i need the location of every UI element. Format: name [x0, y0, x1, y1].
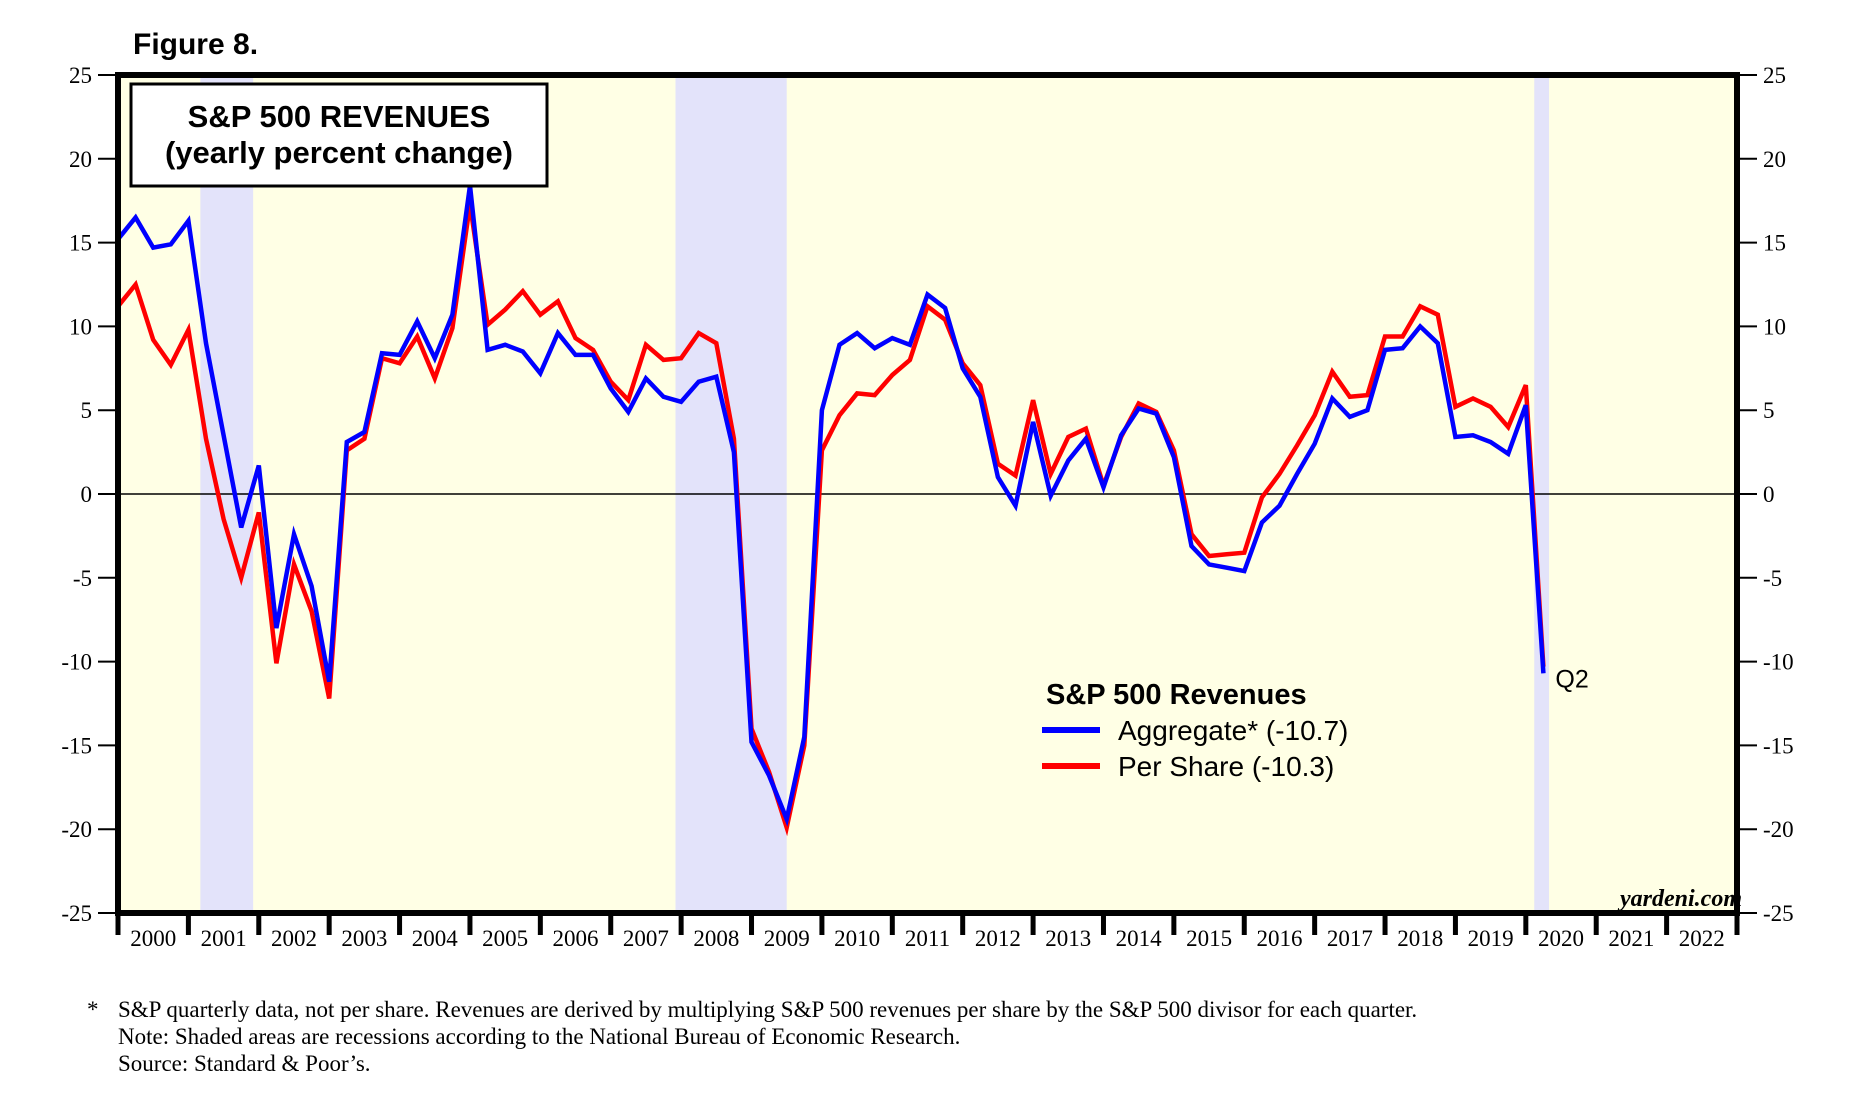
x-tick-label: 2013	[1045, 926, 1091, 951]
x-tick-label: 2014	[1116, 926, 1163, 951]
x-tick-label: 2001	[201, 926, 247, 951]
legend-title: S&P 500 Revenues	[1046, 679, 1307, 711]
chart-subtitle: (yearly percent change)	[165, 135, 513, 170]
x-tick-label: 2016	[1256, 926, 1302, 951]
x-tick-label: 2022	[1679, 926, 1725, 951]
y-tick-label-right: -15	[1763, 733, 1794, 758]
series-line-per-share	[116, 203, 1546, 837]
y-tick-label-right: 25	[1763, 63, 1786, 88]
x-tick-label: 2020	[1538, 926, 1584, 951]
x-tick-label: 2007	[623, 926, 669, 951]
y-tick-label-left: 5	[81, 398, 93, 423]
y-tick-label-left: 25	[69, 63, 92, 88]
legend-label-aggregate: Aggregate* (-10.7)	[1118, 715, 1348, 746]
x-tick-label: 2003	[341, 926, 387, 951]
x-tick-label: 2002	[271, 926, 317, 951]
y-tick-label-left: -15	[61, 733, 92, 758]
x-tick-label: 2004	[412, 926, 459, 951]
chart-title: S&P 500 REVENUES	[188, 99, 491, 134]
x-axis: 2000 2001 2002 2003 2004 2005 2006 2007 2008 2009…	[115, 913, 1740, 951]
right-y-axis: 25 20 15 10 5 0 -5 -10 -15 -20 -25	[1737, 63, 1794, 926]
title-box-frame	[129, 82, 549, 188]
y-tick-label-left: -10	[61, 650, 92, 675]
y-tick-label-right: 15	[1763, 231, 1786, 256]
y-tick-label-right: -20	[1763, 817, 1794, 842]
x-tick-label: 2021	[1608, 926, 1654, 951]
x-tick-label: 2005	[482, 926, 528, 951]
y-tick-label-right: 0	[1763, 482, 1775, 507]
y-tick-label-left: 15	[69, 231, 92, 256]
x-tick-label: 2011	[905, 926, 950, 951]
left-y-axis: 25 20 15 10 5 0 -5 -10 -15 -20 -25	[61, 63, 118, 926]
x-tick-label: 2008	[693, 926, 739, 951]
footnote-line-2: Note: Shaded areas are recessions accord…	[118, 1024, 961, 1049]
x-tick-label: 2009	[764, 926, 810, 951]
x-tick-label: 2000	[130, 926, 176, 951]
x-tick-label: 2012	[975, 926, 1021, 951]
y-tick-label-right: -5	[1763, 566, 1782, 591]
x-tick-label: 2006	[553, 926, 599, 951]
legend-label-per-share: Per Share (-10.3)	[1118, 751, 1334, 782]
y-tick-label-left: -20	[61, 817, 92, 842]
series-line-aggregate	[116, 185, 1546, 827]
title-box: S&P 500 REVENUES (yearly percent change)	[129, 82, 549, 188]
y-tick-label-left: -5	[73, 566, 92, 591]
y-tick-label-left: 10	[69, 314, 92, 339]
footnote-line-1: S&P quarterly data, not per share. Reven…	[118, 997, 1418, 1022]
x-tick-label: 2018	[1397, 926, 1443, 951]
source-credit: yardeni.com	[1617, 886, 1742, 912]
figure-label: Figure 8.	[133, 28, 258, 61]
y-tick-label-left: -25	[61, 901, 92, 926]
y-tick-label-right: 20	[1763, 147, 1786, 172]
y-tick-label-right: -25	[1763, 901, 1794, 926]
x-tick-label: 2019	[1468, 926, 1514, 951]
footnote-marker: *	[87, 997, 99, 1022]
x-tick-label: 2015	[1186, 926, 1232, 951]
series-lines	[116, 185, 1546, 837]
y-tick-label-right: 10	[1763, 314, 1786, 339]
annotation-q2: Q2	[1555, 665, 1588, 693]
y-tick-label-right: 5	[1763, 398, 1775, 423]
y-tick-label-left: 20	[69, 147, 92, 172]
x-tick-label: 2010	[834, 926, 880, 951]
y-tick-label-left: 0	[81, 482, 93, 507]
legend: S&P 500 Revenues Aggregate* (-10.7) Per …	[1042, 679, 1348, 782]
y-tick-label-right: -10	[1763, 650, 1794, 675]
x-tick-label: 2017	[1327, 926, 1373, 951]
footnote-line-3: Source: Standard & Poor’s.	[118, 1051, 371, 1076]
